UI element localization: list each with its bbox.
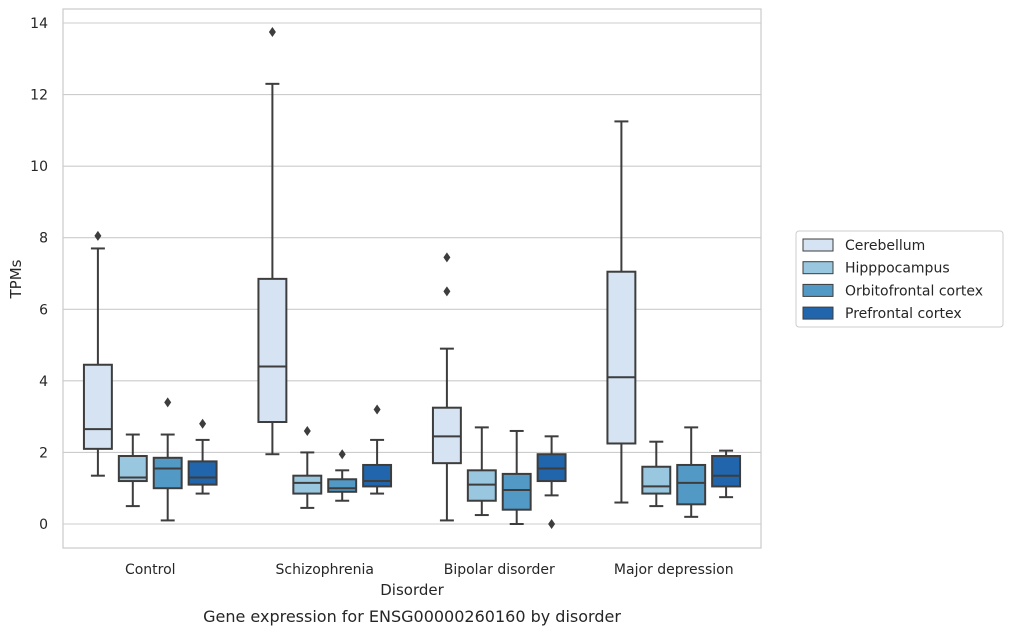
- box-body: [82, 363, 113, 450]
- outlier-point: [548, 519, 556, 529]
- box-orbitofrontal-cortex: [152, 397, 183, 522]
- x-axis-label: Disorder: [380, 581, 444, 599]
- box-cerebellum: [431, 252, 462, 522]
- box-body: [501, 472, 532, 511]
- box-body: [606, 270, 637, 445]
- y-tick-label: 0: [39, 517, 48, 533]
- outlier-point: [443, 252, 451, 263]
- legend-swatch: [802, 283, 834, 297]
- box-cerebellum: [606, 120, 637, 504]
- outlier-point: [268, 26, 276, 37]
- box-body: [292, 474, 323, 495]
- x-tick-label: Bipolar disorder: [444, 562, 555, 578]
- x-tick-label: Major depression: [614, 562, 734, 578]
- box-orbitofrontal-cortex: [327, 449, 358, 502]
- legend-swatch: [802, 261, 834, 275]
- outlier-point: [94, 230, 102, 241]
- y-tick-label: 10: [30, 159, 48, 175]
- box-cerebellum: [82, 230, 113, 477]
- box-hipppocampus: [466, 426, 497, 517]
- box-hipppocampus: [117, 433, 148, 508]
- box-prefrontal-cortex: [362, 404, 393, 495]
- legend-label: Cerebellum: [845, 238, 925, 254]
- y-tick-label: 2: [39, 445, 48, 461]
- legend-swatch: [802, 238, 834, 252]
- box-body: [327, 478, 358, 493]
- box-groups: [82, 26, 742, 529]
- plot-frame: [62, 8, 762, 549]
- y-axis-label: TPMs: [7, 259, 25, 299]
- y-tick-label: 12: [30, 88, 48, 104]
- box-body: [711, 455, 742, 488]
- y-tick-labels: 0 2 4 6 8 10 12 14: [30, 16, 48, 533]
- outlier-point: [338, 449, 346, 460]
- box-body: [641, 465, 672, 495]
- box-cerebellum: [257, 26, 288, 456]
- box-orbitofrontal-cortex: [501, 429, 532, 525]
- legend: Cerebellum Hipppocampus Orbitofrontal cort…: [795, 230, 1004, 328]
- outlier-point: [443, 286, 451, 297]
- box-prefrontal-cortex: [187, 418, 218, 495]
- box-body: [187, 460, 218, 486]
- legend-swatch: [802, 306, 834, 320]
- chart-caption: Gene expression for ENSG00000260160 by d…: [203, 607, 621, 626]
- y-tick-label: 14: [30, 16, 48, 32]
- box-body: [362, 463, 393, 488]
- outlier-point: [164, 397, 172, 408]
- x-tick-label: Control: [125, 562, 176, 578]
- box-orbitofrontal-cortex: [676, 426, 707, 518]
- outlier-point: [303, 425, 311, 436]
- x-tick-label: Schizophrenia: [276, 562, 374, 578]
- y-tick-label: 6: [39, 302, 48, 318]
- y-tick-label: 4: [39, 374, 48, 390]
- box-prefrontal-cortex: [711, 449, 742, 499]
- outlier-point: [373, 404, 381, 415]
- legend-label: Hipppocampus: [845, 261, 950, 277]
- legend-label: Orbitofrontal cortex: [845, 283, 983, 299]
- box-prefrontal-cortex: [536, 435, 567, 529]
- legend-frame: [795, 230, 1004, 328]
- box-body: [257, 277, 288, 424]
- grid-lines: [63, 22, 761, 525]
- y-tick-label: 8: [39, 231, 48, 247]
- x-tick-labels: Control Schizophrenia Bipolar disorder Majo…: [125, 562, 734, 578]
- outlier-point: [199, 418, 207, 429]
- box-body: [676, 463, 707, 506]
- box-body: [152, 456, 183, 490]
- box-hipppocampus: [292, 425, 323, 509]
- legend-label: Prefrontal cortex: [845, 306, 962, 322]
- box-hipppocampus: [641, 440, 672, 508]
